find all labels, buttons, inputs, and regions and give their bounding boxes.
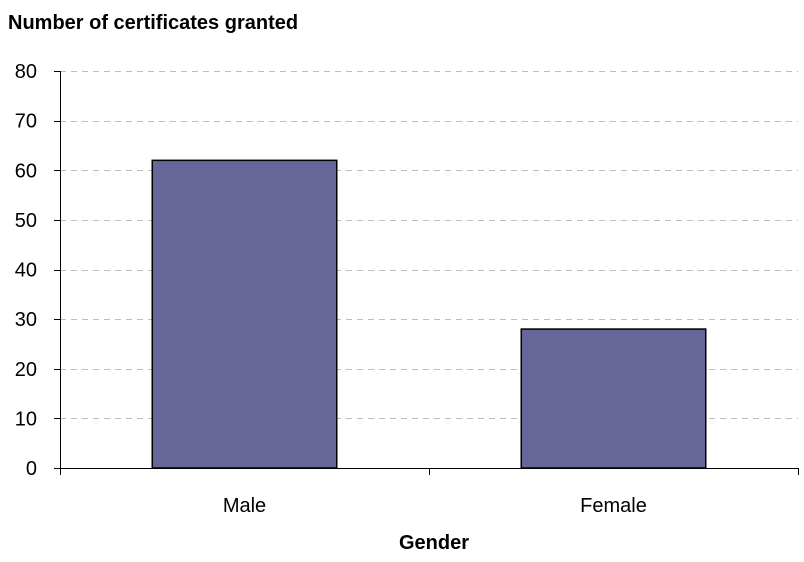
bar-male [151, 159, 338, 469]
y-tick-label-70: 70 [15, 111, 37, 133]
y-tick-label-50: 50 [15, 210, 37, 232]
x-tick-label-male: Male [223, 495, 266, 517]
x-tick-label-female: Female [580, 495, 647, 517]
y-tick-label-20: 20 [15, 359, 37, 381]
y-tick-label-0: 0 [26, 458, 37, 480]
bars [151, 159, 707, 469]
y-tick-label-80: 80 [15, 61, 37, 83]
x-axis-label: Gender [399, 532, 469, 554]
axes [54, 71, 799, 475]
y-tick-label-40: 40 [15, 260, 37, 282]
y-tick-label-30: 30 [15, 309, 37, 331]
tick-labels: 0 10 20 30 40 50 60 70 80 Male Female [15, 61, 647, 517]
bar-female [520, 328, 707, 469]
y-tick-label-10: 10 [15, 408, 37, 430]
y-tick-label-60: 60 [15, 160, 37, 182]
chart-title: Number of certificates granted [8, 12, 298, 34]
